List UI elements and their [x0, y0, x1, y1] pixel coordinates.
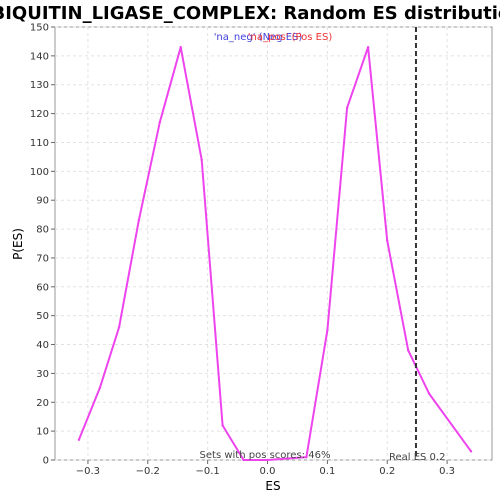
y-tick-label: 150 — [30, 23, 49, 34]
y-tick-label: 60 — [36, 282, 49, 293]
y-tick-label: 50 — [36, 311, 49, 322]
x-tick-label: 0.0 — [260, 466, 276, 477]
series-point — [117, 326, 121, 329]
pos-scores-annotation: Sets with pos scores: 46% — [200, 450, 331, 461]
grid-lines — [55, 26, 492, 461]
x-axis-label: ES — [265, 479, 280, 493]
series-point — [179, 46, 182, 49]
series-point — [345, 106, 349, 110]
series-point — [406, 349, 410, 352]
y-tick-label: 130 — [30, 80, 49, 91]
series-point — [366, 46, 370, 49]
legend-pos-label: 'na_pos' (Pos ES) — [248, 32, 333, 43]
series-line — [77, 46, 472, 461]
series-layer — [77, 46, 473, 462]
x-tick-label: −0.3 — [76, 466, 100, 477]
y-tick-label: 0 — [43, 456, 49, 467]
y-tick-label: 20 — [36, 398, 49, 409]
y-tick-label: 140 — [30, 51, 49, 62]
series-point — [77, 438, 81, 441]
series-point — [386, 239, 389, 242]
y-axis-label: P(ES) — [11, 228, 25, 260]
chart-title: UBIQUITIN_LIGASE_COMPLEX: Random ES dist… — [0, 3, 500, 24]
series-point — [266, 458, 269, 462]
series-point — [221, 424, 224, 427]
y-tick-label: 110 — [30, 138, 49, 149]
plot-area — [54, 26, 493, 461]
series-point — [469, 450, 473, 453]
series-point — [305, 455, 308, 459]
y-tick-label: 100 — [30, 167, 49, 178]
series-point — [137, 219, 141, 222]
legend-neg-label: 'na_neg' (Neg ES) — [214, 32, 303, 43]
series-point — [427, 392, 431, 395]
real-es-label: Real ES 0.2 — [389, 452, 445, 463]
x-tick-label: −0.1 — [196, 466, 220, 477]
series-point — [200, 158, 203, 161]
series-point — [242, 458, 245, 462]
y-tick-label: 70 — [36, 253, 49, 264]
x-tick-label: −0.2 — [136, 466, 160, 477]
y-tick-label: 80 — [36, 225, 49, 236]
y-tick-label: 40 — [36, 340, 49, 351]
series-point — [158, 121, 161, 124]
series-point — [98, 386, 102, 390]
x-tick-label: 0.3 — [439, 466, 455, 477]
y-axis: 0 10 20 30 40 50 60 70 80 90 100 110 120 130 140 150 — [30, 23, 55, 467]
series-point — [326, 328, 329, 332]
x-tick-label: 0.2 — [379, 466, 395, 477]
y-tick-label: 10 — [36, 427, 49, 438]
y-tick-label: 90 — [36, 196, 49, 207]
y-tick-label: 30 — [36, 369, 49, 380]
x-tick-label: 0.1 — [319, 466, 335, 477]
y-tick-label: 120 — [30, 109, 49, 120]
